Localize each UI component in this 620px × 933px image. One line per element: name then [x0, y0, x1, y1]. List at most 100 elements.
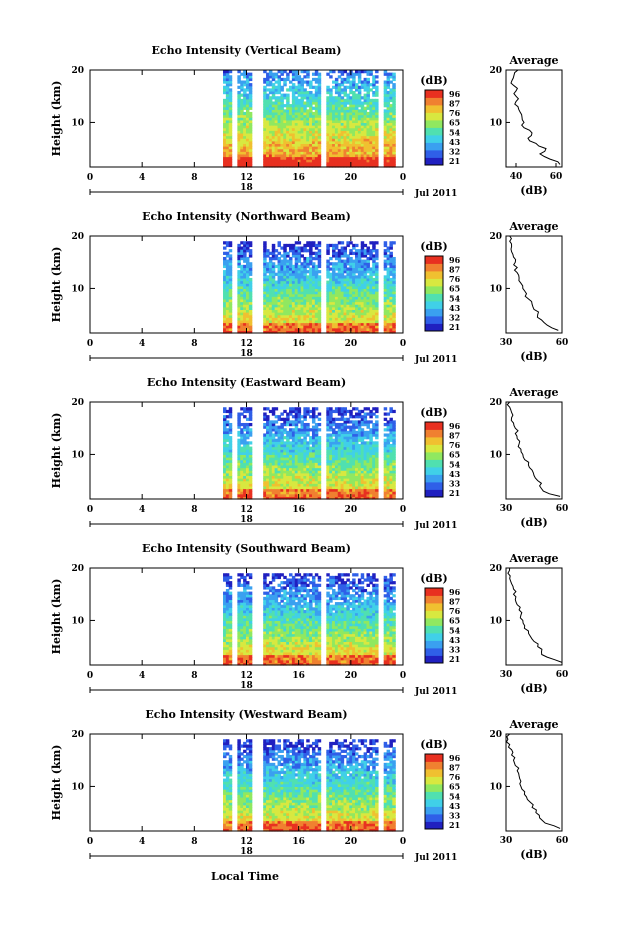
x-tick-label: 8 [191, 339, 197, 349]
colorbar-tick-label: 54 [449, 459, 461, 469]
colorbar-tick-label: 21 [449, 322, 460, 332]
heatmap-cell [375, 249, 378, 252]
heatmap-cell [275, 407, 278, 410]
heatmap-cell [389, 252, 392, 255]
heatmap-cell [375, 80, 378, 83]
heatmap-cell [249, 83, 252, 86]
colorbar-swatch [425, 120, 443, 128]
colorbar-tick-label: 43 [449, 469, 461, 479]
colorbar-tick-label: 76 [449, 108, 461, 118]
colorbar-tick-label: 21 [449, 156, 460, 166]
y-tick-label: 20 [71, 398, 84, 408]
colorbar-swatch [425, 128, 443, 136]
x-tick-label: 16 [292, 339, 305, 349]
date-label: 18 [240, 183, 253, 193]
panel-title: Echo Intensity (Eastward Beam) [147, 376, 346, 389]
echo-heatmap [223, 70, 396, 168]
heatmap-cell [229, 254, 232, 257]
colorbar-tick-label: 87 [449, 431, 460, 441]
heatmap-cell [229, 241, 232, 244]
heatmap-cell [392, 420, 395, 423]
colorbar-swatch [425, 158, 443, 166]
heatmap-cell [229, 423, 232, 426]
heatmap-cell [278, 241, 281, 244]
profile-x-tick-label: 60 [550, 172, 563, 182]
heatmap-cell [306, 423, 309, 426]
profile-title: Average [508, 54, 558, 67]
colorbar-swatch [425, 482, 443, 490]
heatmap-cell [375, 441, 378, 444]
heatmap-cell [375, 241, 378, 244]
heatmap-cell [384, 407, 387, 410]
heatmap-cell [298, 241, 301, 244]
profile-frame [506, 236, 562, 333]
colorbar-swatch [425, 271, 443, 279]
profile-y-tick-label: 20 [489, 232, 502, 242]
x-tick-label: 12 [240, 505, 253, 515]
colorbar-swatch [425, 475, 443, 483]
heatmap-cell [375, 99, 378, 102]
y-tick-label: 20 [71, 232, 84, 242]
heatmap-cell [329, 75, 332, 78]
heatmap-cell [249, 447, 252, 450]
colorbar-tick-label: 32 [449, 146, 460, 156]
colorbar-swatch [425, 105, 443, 113]
profile-x-tick-label: 40 [510, 172, 523, 182]
heatmap-cell [249, 428, 252, 431]
y-axis-label: Height (km) [50, 247, 63, 323]
profile-y-tick-label: 20 [489, 66, 502, 76]
colorbar-swatch [425, 460, 443, 468]
colorbar-tick-label: 65 [449, 284, 460, 294]
heatmap-cell [384, 241, 387, 244]
heatmap-cell [318, 249, 321, 252]
x-tick-label: 0 [87, 173, 93, 183]
date-label: 18 [240, 515, 253, 525]
profile-x-tick-label: 60 [556, 338, 569, 348]
panel-0: Echo Intensity (Vertical Beam)2010Height… [50, 44, 562, 199]
heatmap-cell [249, 112, 252, 115]
heatmap-cell [249, 423, 252, 426]
colorbar-swatch [425, 256, 443, 264]
heatmap-cell [375, 262, 378, 265]
heatmap-cell [318, 275, 321, 278]
heatmap-cell [318, 241, 321, 244]
heatmap-cell [315, 407, 318, 410]
colorbar-swatch [425, 143, 443, 151]
colorbar-swatch [425, 324, 443, 332]
colorbar-swatch [425, 98, 443, 106]
y-axis-label: Height (km) [50, 413, 63, 489]
heatmap-cell [249, 407, 252, 410]
colorbar-swatch [425, 279, 443, 287]
colorbar-swatch [425, 490, 443, 498]
profile-line [510, 236, 559, 330]
x-tick-label: 8 [191, 173, 197, 183]
profile-y-tick-label: 10 [489, 118, 502, 128]
panel-2: Echo Intensity (Eastward Beam)2010Height… [50, 376, 568, 531]
colorbar-tick-label: 65 [449, 450, 460, 460]
x-tick-label: 4 [139, 173, 145, 183]
colorbar-tick-label: 43 [449, 303, 461, 313]
colorbar-unit: (dB) [420, 406, 447, 419]
colorbar-tick-label: 87 [449, 265, 460, 275]
heatmap-cell [229, 75, 232, 78]
colorbar-tick-label: 65 [449, 118, 460, 128]
heatmap-cell [272, 244, 275, 247]
heatmap-cell [341, 241, 344, 244]
profile-frame [506, 70, 562, 167]
month-label: Jul 2011 [414, 355, 457, 365]
colorbar-unit: (dB) [420, 74, 447, 87]
x-tick-label: 8 [191, 505, 197, 515]
colorbar-tick-label: 54 [449, 293, 461, 303]
colorbar-tick-label: 96 [449, 255, 461, 265]
colorbar-swatch [425, 286, 443, 294]
colorbar-swatch [425, 422, 443, 430]
heatmap-cell [318, 412, 321, 415]
echo-heatmap [223, 241, 396, 333]
heatmap-cell [392, 83, 395, 86]
colorbar-tick-label: 33 [449, 478, 461, 488]
colorbar-tick-label: 54 [449, 127, 461, 137]
y-tick-label: 20 [71, 66, 84, 76]
colorbar-tick-label: 76 [449, 440, 461, 450]
